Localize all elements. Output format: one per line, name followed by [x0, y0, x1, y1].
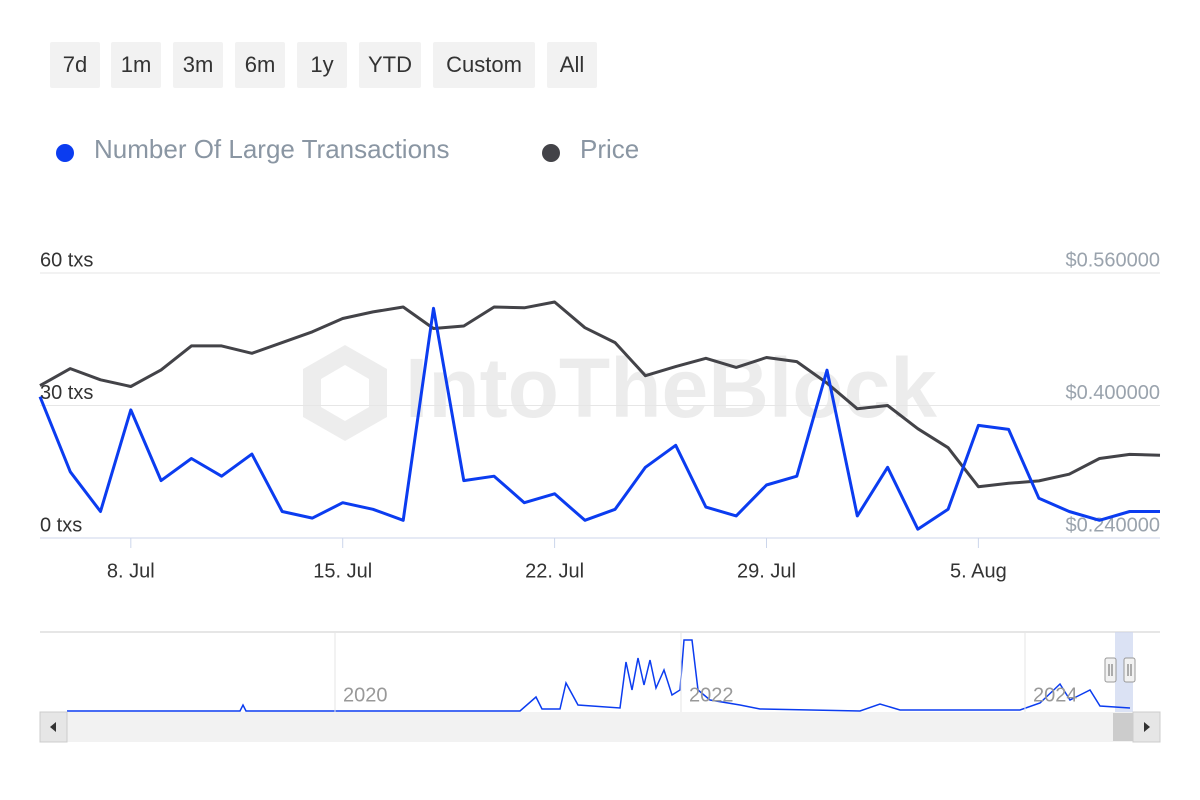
y-tick-label: 0 txs: [40, 514, 82, 536]
navigator-handle[interactable]: [1104, 657, 1117, 683]
range-button[interactable]: [547, 42, 597, 88]
legend-marker[interactable]: [56, 144, 74, 162]
navigator-label: 2020: [343, 684, 388, 706]
x-tick-label: 5. Aug: [950, 560, 1007, 582]
range-button[interactable]: [50, 42, 100, 88]
legend-label[interactable]: Price: [580, 134, 639, 164]
range-button-label[interactable]: 3m: [183, 52, 214, 77]
y-tick-label: 60 txs: [40, 249, 93, 271]
handle-grip: [1108, 664, 1132, 676]
arrow-left: [50, 722, 56, 732]
range-button[interactable]: [111, 42, 161, 88]
range-button-label[interactable]: Custom: [446, 52, 522, 77]
series-line: [38, 306, 1160, 531]
range-button[interactable]: [235, 42, 285, 88]
navigator-line: [67, 639, 1131, 712]
legend-marker[interactable]: [542, 144, 560, 162]
legend-label[interactable]: Number Of Large Transactions: [94, 134, 450, 164]
range-button[interactable]: [433, 42, 535, 88]
range-button[interactable]: [173, 42, 223, 88]
y2-tick-label: $0.400000: [1065, 382, 1160, 404]
scrollbar-track[interactable]: [40, 712, 1160, 742]
x-tick-label: 22. Jul: [525, 560, 584, 582]
range-button-label[interactable]: 1m: [121, 52, 152, 77]
watermark-logo: [303, 345, 387, 441]
range-button[interactable]: [297, 42, 347, 88]
x-tick-label: 29. Jul: [737, 560, 796, 582]
y2-tick-label: $0.240000: [1065, 514, 1160, 536]
navigator-handle[interactable]: [1123, 657, 1136, 683]
scrollbar-thumb[interactable]: [1113, 713, 1133, 741]
range-button-label[interactable]: 1y: [310, 52, 333, 77]
navigator-label: 2022: [689, 684, 734, 706]
x-tick-label: 15. Jul: [313, 560, 372, 582]
y-tick-label: 30 txs: [40, 382, 93, 404]
range-button-label[interactable]: 6m: [245, 52, 276, 77]
navigator-label: 2024: [1033, 684, 1078, 706]
watermark: IntoTheBlock: [405, 341, 937, 435]
range-button-label[interactable]: 7d: [63, 52, 87, 77]
x-tick-label: 8. Jul: [107, 560, 155, 582]
y2-tick-label: $0.560000: [1065, 249, 1160, 271]
range-button-label[interactable]: YTD: [368, 52, 412, 77]
range-button[interactable]: [359, 42, 421, 88]
arrow-right: [1144, 722, 1150, 732]
watermark-group: [303, 345, 387, 441]
range-button-label[interactable]: All: [560, 52, 584, 77]
series-line: [39, 300, 1161, 489]
navigator: [39, 631, 1161, 743]
scroll-right[interactable]: [1132, 711, 1161, 743]
